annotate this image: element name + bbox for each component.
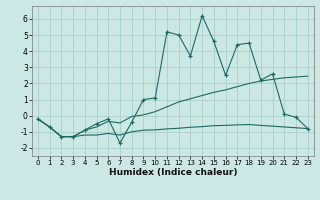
X-axis label: Humidex (Indice chaleur): Humidex (Indice chaleur) [108, 168, 237, 177]
